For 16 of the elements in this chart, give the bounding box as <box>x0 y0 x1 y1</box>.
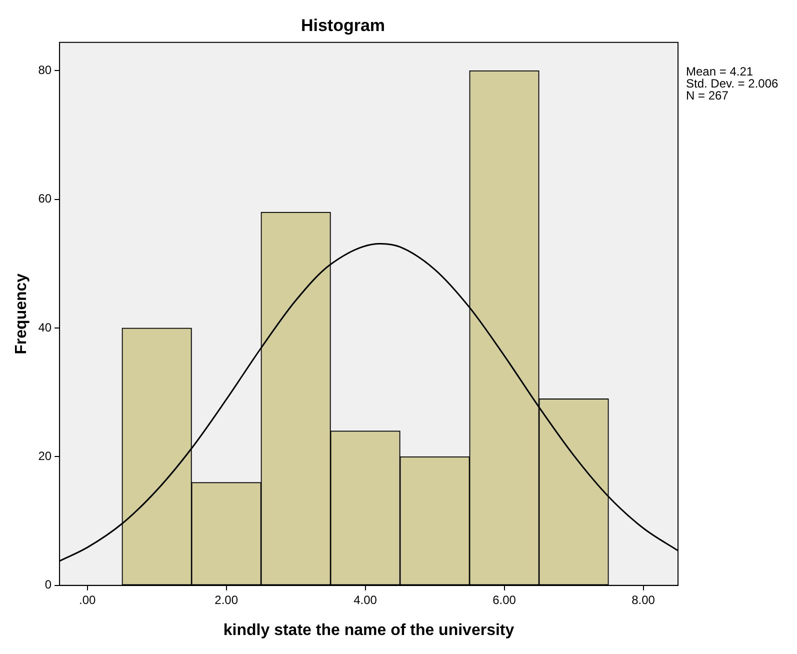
y-tick-label: 40 <box>38 320 52 334</box>
y-tick-label: 80 <box>38 63 52 78</box>
x-tick-label: 6.00 <box>492 592 516 607</box>
x-tick-label: .00 <box>79 592 96 607</box>
x-tick-label: 2.00 <box>214 592 238 607</box>
text: Mean = 4.21 <box>686 64 754 79</box>
y-tick-label: 0 <box>44 578 52 592</box>
chart-title: Histogram <box>300 16 386 35</box>
x-tick-label: 8.00 <box>632 592 656 607</box>
y-axis-title: Frequency <box>13 273 30 354</box>
y-tick-label: 60 <box>38 192 52 206</box>
text: Std. Dev. = 2.006 <box>686 76 778 91</box>
x-axis-title: kindly state the name of the university <box>223 622 514 639</box>
y-tick-label: 20 <box>38 449 52 464</box>
x-tick-label: 4.00 <box>354 592 378 607</box>
text: N = 267 <box>686 88 729 103</box>
